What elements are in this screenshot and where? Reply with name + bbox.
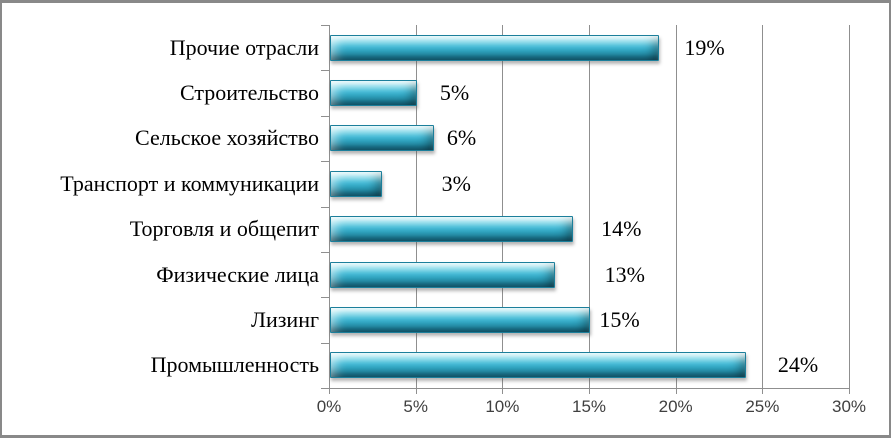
x-axis-tick-label: 20% bbox=[658, 397, 693, 416]
data-label: 3% bbox=[441, 170, 471, 196]
category-label: Промышленность bbox=[150, 352, 319, 378]
category-label: Лизинг bbox=[251, 306, 319, 332]
category-axis-tick bbox=[321, 70, 329, 71]
value-axis-tick bbox=[415, 388, 417, 394]
value-labels-layer: 19% 5% 6% 3% 14% 13% 15% 24% bbox=[2, 3, 889, 435]
data-label: 13% bbox=[604, 261, 645, 287]
category-labels-layer: Прочие отрасли Строительство Сельское хозя… bbox=[2, 3, 889, 435]
x-tick-labels-layer: 0% 5% 10% 15% 20% 25% 30% bbox=[2, 3, 889, 435]
gridlines-layer bbox=[2, 3, 889, 435]
value-axis-tick bbox=[589, 388, 590, 394]
bar bbox=[330, 80, 417, 107]
category-axis-tick bbox=[321, 252, 329, 253]
value-axis-tick bbox=[849, 388, 850, 394]
category-label: Сельское хозяйство bbox=[135, 125, 319, 151]
x-axis-tick-label: 25% bbox=[745, 397, 780, 416]
category-label: Транспорт и коммуникации bbox=[60, 170, 319, 196]
vertical-gridline bbox=[762, 25, 764, 388]
category-axis-tick bbox=[321, 25, 329, 26]
value-axis-tick bbox=[675, 388, 677, 394]
category-axis-tick bbox=[321, 161, 329, 162]
category-label: Торговля и общепит bbox=[129, 216, 319, 242]
data-label: 14% bbox=[601, 216, 642, 242]
vertical-gridline bbox=[502, 25, 504, 388]
x-axis-tick-label: 5% bbox=[403, 397, 428, 416]
data-label: 6% bbox=[446, 125, 477, 151]
category-axis-tick bbox=[321, 116, 329, 117]
bar bbox=[330, 125, 434, 152]
data-label: 19% bbox=[684, 34, 725, 60]
bar bbox=[330, 34, 660, 61]
bar bbox=[330, 306, 590, 333]
bar bbox=[330, 261, 556, 288]
vertical-gridline bbox=[589, 25, 590, 388]
x-axis-tick-label: 10% bbox=[485, 397, 520, 416]
value-axis-tick bbox=[762, 388, 764, 394]
axes-layer bbox=[2, 3, 889, 435]
data-label: 15% bbox=[599, 306, 640, 332]
category-label: Физические лица bbox=[156, 261, 319, 287]
bar bbox=[330, 216, 573, 243]
category-label: Строительство bbox=[179, 80, 319, 106]
category-axis-line bbox=[329, 25, 330, 389]
category-axis-tick bbox=[321, 297, 329, 298]
bar bbox=[330, 170, 382, 197]
vertical-gridline bbox=[415, 25, 417, 388]
data-label: 24% bbox=[777, 352, 819, 378]
category-axis-tick bbox=[321, 388, 329, 389]
x-axis-tick-label: 15% bbox=[571, 397, 607, 416]
x-axis-tick-label: 30% bbox=[831, 397, 867, 416]
vertical-gridline bbox=[675, 25, 677, 388]
vertical-gridline bbox=[849, 25, 850, 388]
bar bbox=[330, 352, 746, 379]
bars-layer bbox=[2, 3, 889, 435]
data-label: 5% bbox=[439, 80, 470, 106]
category-label: Прочие отрасли bbox=[169, 34, 319, 60]
value-axis-tick bbox=[329, 388, 330, 394]
x-axis-tick-label: 0% bbox=[316, 397, 342, 416]
category-axis-tick bbox=[321, 207, 329, 208]
value-axis-tick bbox=[502, 388, 504, 394]
category-axis-tick bbox=[321, 343, 329, 344]
